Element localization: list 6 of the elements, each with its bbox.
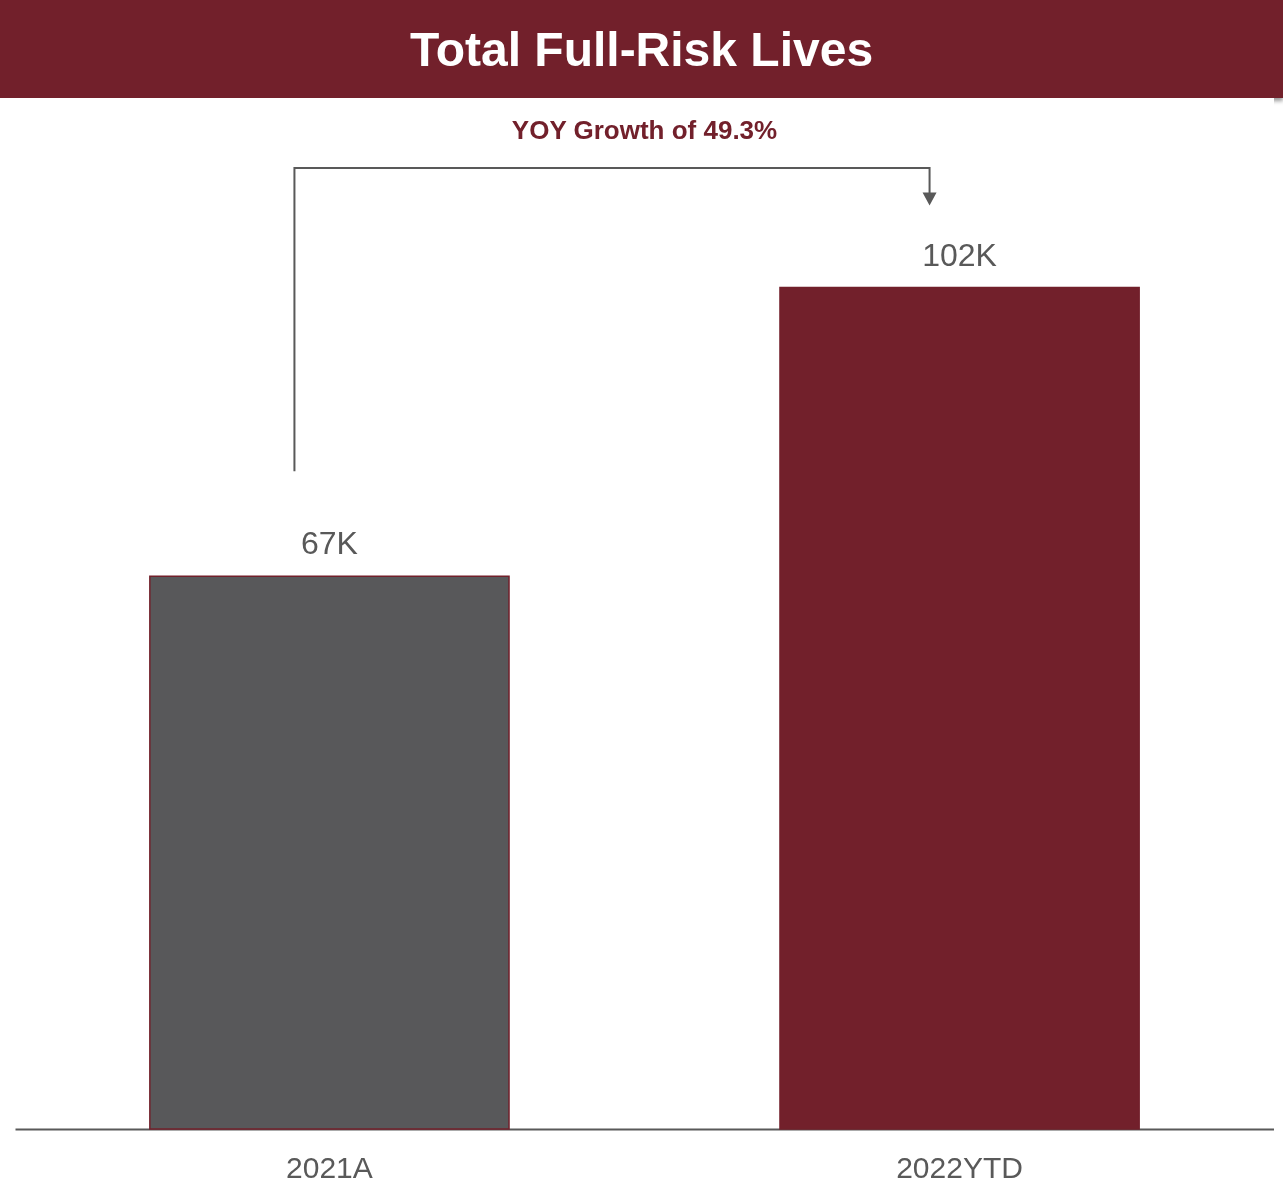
chart-title: Total Full-Risk Lives bbox=[0, 0, 1283, 98]
x-tick-label: 2021A bbox=[286, 1150, 373, 1184]
data-label: 102K bbox=[922, 236, 997, 273]
data-label: 67K bbox=[300, 525, 358, 562]
x-tick-label: 2022YTD bbox=[896, 1150, 1023, 1184]
text: YOY Growth of 49.3% bbox=[511, 115, 778, 145]
